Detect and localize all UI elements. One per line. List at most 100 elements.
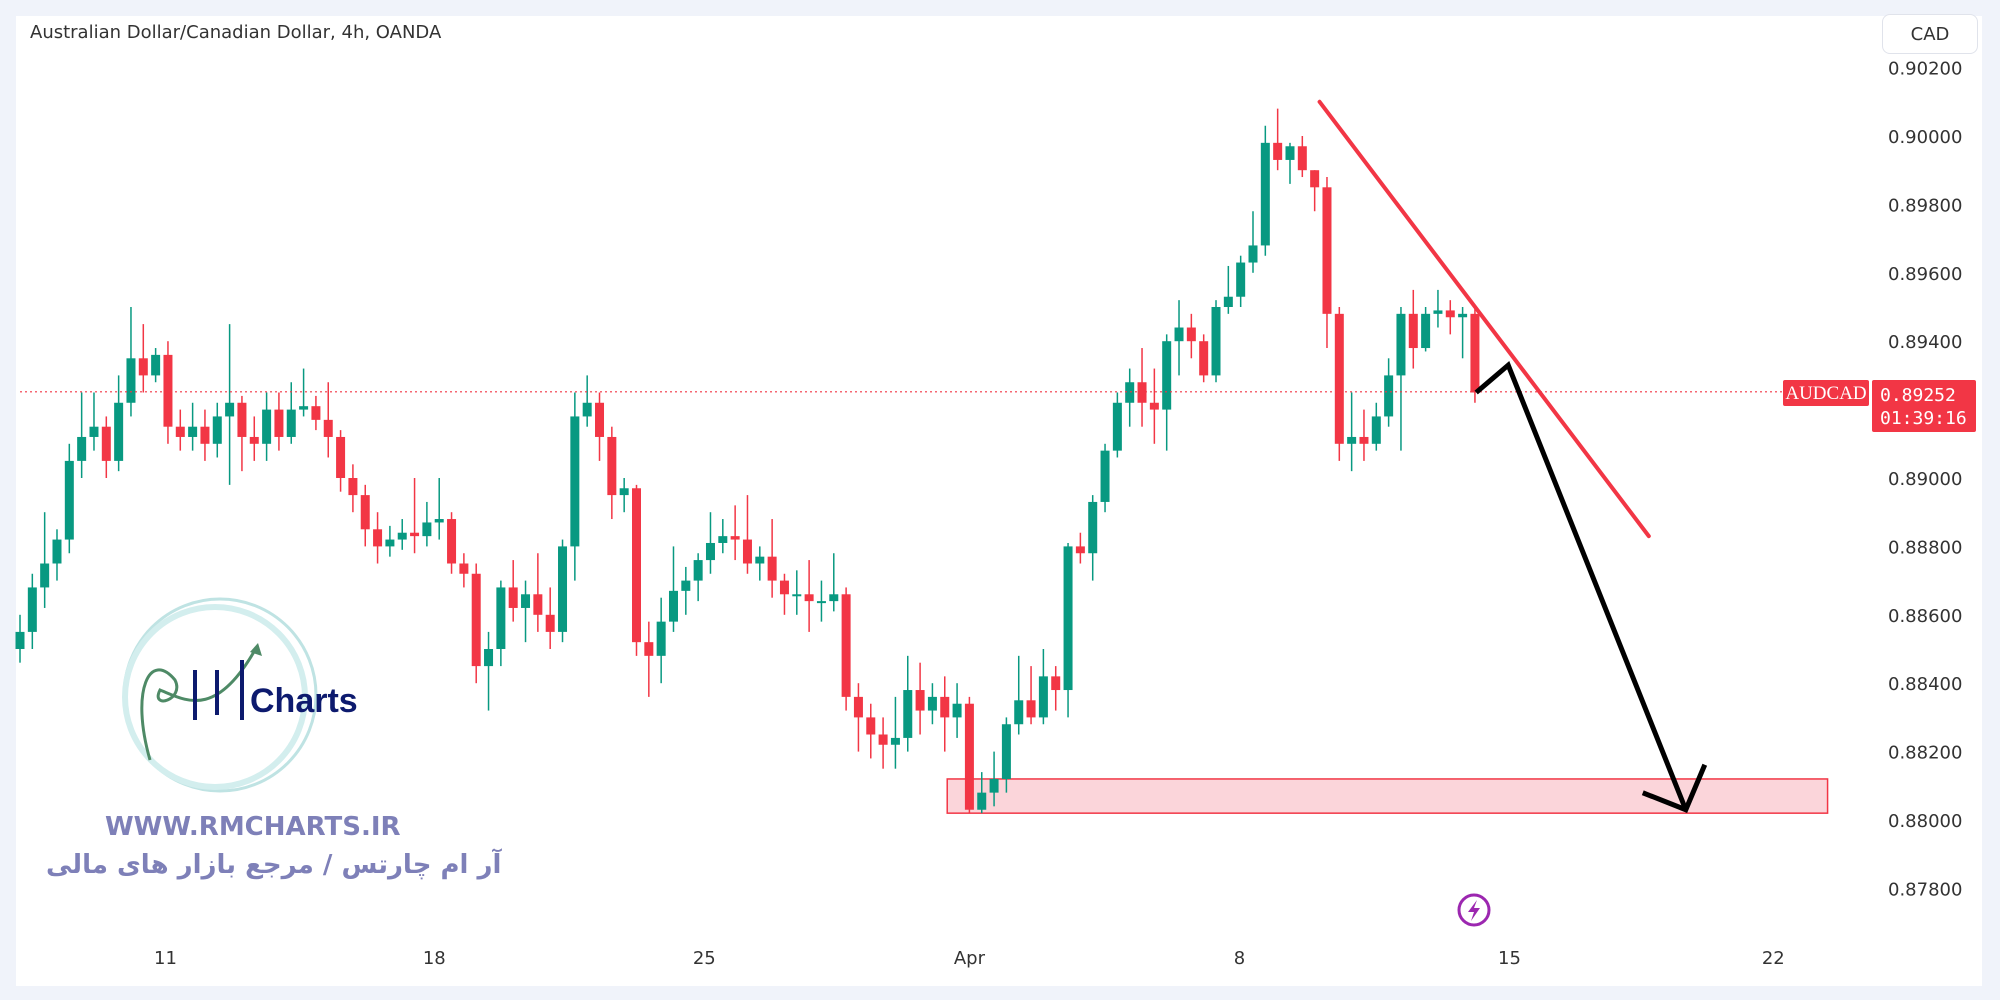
- candle-body: [1273, 142, 1283, 160]
- forecast-arrow[interactable]: [1474, 360, 1708, 813]
- candle-body: [27, 587, 37, 632]
- candle: [816, 580, 826, 622]
- candle: [1125, 368, 1135, 427]
- candle-body: [558, 546, 568, 632]
- candle: [558, 539, 568, 643]
- candle-body: [1075, 546, 1085, 554]
- candle-body: [188, 426, 198, 437]
- price-axis[interactable]: 0.90200 0.90000 0.89800 0.89600 0.89400 0.890…: [1888, 59, 1962, 901]
- candle: [1112, 392, 1122, 458]
- candle-body: [163, 354, 173, 427]
- candle-body: [582, 402, 592, 417]
- candle-body: [336, 436, 346, 478]
- candle: [718, 519, 728, 554]
- candle: [804, 560, 814, 632]
- candle: [1421, 307, 1431, 352]
- candle-body: [1285, 146, 1295, 160]
- candle-body: [693, 560, 703, 581]
- watermark-logo: Charts: [122, 597, 358, 793]
- currency-button[interactable]: CAD: [1882, 14, 1978, 54]
- time-axis[interactable]: 11 18 25 Apr 8 15 22: [154, 948, 1785, 969]
- candle: [225, 324, 235, 485]
- candle-body: [15, 631, 25, 649]
- candle-body: [1384, 375, 1394, 417]
- trendline[interactable]: [1317, 99, 1651, 539]
- lightning-icon[interactable]: [1457, 893, 1491, 927]
- candle: [792, 570, 802, 615]
- candle-body: [730, 536, 740, 540]
- candle: [890, 696, 900, 769]
- candle: [286, 382, 296, 444]
- candle-body: [126, 358, 136, 403]
- candle-body: [360, 495, 370, 530]
- candle-body: [225, 402, 235, 417]
- candle-body: [779, 580, 789, 595]
- price-tick-label: 0.88200: [1888, 743, 1962, 764]
- candle: [742, 495, 752, 574]
- candle: [1273, 108, 1283, 171]
- candle: [1038, 649, 1048, 725]
- candle: [1149, 368, 1159, 444]
- candle-body: [668, 590, 678, 622]
- candle-body: [1038, 676, 1048, 718]
- price-tick-label: 0.90000: [1888, 127, 1962, 148]
- candle: [200, 409, 210, 461]
- candle-body: [1014, 700, 1024, 725]
- candle-body: [1051, 676, 1061, 691]
- candle: [163, 341, 173, 444]
- candle: [1470, 307, 1480, 403]
- price-label: AUDCAD 0.89252 01:39:16: [1783, 380, 1976, 432]
- candle: [114, 375, 124, 472]
- candle: [27, 573, 37, 649]
- candle-body: [138, 358, 148, 376]
- candle: [533, 553, 543, 632]
- candle-body: [866, 717, 876, 735]
- candle: [434, 478, 444, 540]
- candle-body: [1112, 402, 1122, 451]
- candle: [779, 573, 789, 615]
- candle-body: [1322, 187, 1332, 314]
- candle: [632, 484, 641, 656]
- candle-body: [1408, 313, 1418, 349]
- candle-body: [89, 426, 99, 437]
- candle: [299, 368, 309, 417]
- candle-body: [989, 778, 999, 793]
- candle: [1347, 392, 1357, 472]
- candle-body: [348, 478, 358, 496]
- candle-body: [767, 556, 777, 581]
- candle: [1211, 300, 1221, 383]
- candle-body: [212, 416, 222, 444]
- candle: [373, 512, 383, 564]
- candle: [410, 478, 420, 554]
- candle-body: [114, 402, 124, 461]
- candle-body: [1137, 382, 1147, 403]
- candle: [52, 529, 62, 581]
- price-tick-label: 0.88600: [1888, 606, 1962, 627]
- candle-body: [237, 402, 247, 437]
- bar-countdown: 01:39:16: [1880, 408, 1967, 429]
- candle-body: [397, 532, 407, 540]
- candle-body: [200, 426, 210, 444]
- candle: [1026, 666, 1036, 725]
- candle: [1260, 125, 1270, 256]
- candle: [385, 525, 395, 557]
- candle-body: [792, 594, 802, 597]
- candle-body: [1334, 313, 1344, 444]
- candle: [126, 307, 136, 417]
- candle-body: [249, 436, 259, 444]
- price-tick-label: 0.89000: [1888, 469, 1962, 490]
- candle-body: [570, 416, 580, 547]
- candle-body: [410, 532, 420, 537]
- candle-body: [1211, 307, 1221, 376]
- candle: [570, 392, 580, 581]
- price-tick-label: 0.89400: [1888, 332, 1962, 353]
- candle: [447, 512, 457, 574]
- chart-title: Australian Dollar/Canadian Dollar, 4h, O…: [30, 22, 442, 43]
- chart-panel[interactable]: [16, 16, 1982, 986]
- candle-body: [903, 690, 913, 738]
- candle: [545, 587, 555, 649]
- candle: [422, 501, 432, 547]
- candle: [644, 621, 654, 697]
- candle: [1051, 666, 1061, 711]
